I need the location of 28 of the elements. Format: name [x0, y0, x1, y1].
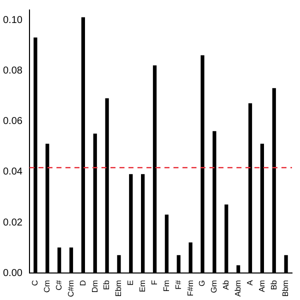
x-tick-label: F [150, 280, 159, 285]
x-tick-label: C [30, 280, 40, 286]
y-tick-label: 0.10 [2, 14, 23, 26]
x-tick-label: G [198, 280, 207, 286]
y-tick-label: 0.00 [2, 268, 23, 279]
y-tick-label: 0.04 [2, 166, 23, 178]
x-tick-label: D [78, 280, 88, 286]
x-tick-label: A [245, 279, 254, 286]
y-tick-label: 0.02 [2, 217, 23, 228]
y-tick-label: 0.06 [2, 116, 23, 128]
x-tick-label: F#m [186, 280, 195, 296]
x-tick-label: E [126, 280, 136, 286]
x-tick-label: Eb [102, 280, 112, 290]
x-tick-label: Bbm [281, 280, 290, 297]
x-tick-label: F# [174, 280, 183, 290]
x-tick-label: C#m [66, 280, 76, 297]
x-tick-label: Abm [234, 280, 242, 297]
x-tick-label: Am [257, 280, 266, 292]
x-tick-label: Gm [210, 280, 219, 293]
x-tick-label: Ebm [114, 280, 124, 297]
y-tick-label: 0.08 [2, 65, 23, 76]
x-tick-label: Fm [162, 280, 171, 292]
x-tick-label: Bb [269, 280, 278, 290]
x-tick-label: Em [138, 280, 148, 292]
x-tick-label: C# [54, 280, 64, 290]
x-tick-label: Dm [90, 280, 100, 293]
x-tick-label: Cm [42, 280, 52, 293]
x-tick-label: Ab [222, 280, 231, 290]
